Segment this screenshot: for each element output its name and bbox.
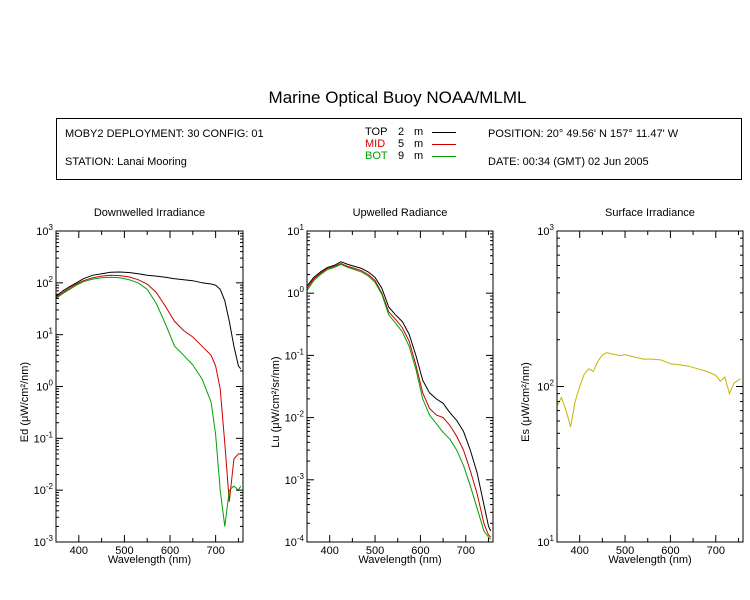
page-title: Marine Optical Buoy NOAA/MLML <box>268 88 527 107</box>
y-axis-label: Es (μW/cm²/nm) <box>520 362 532 442</box>
y-tick-label: 101 <box>36 327 53 342</box>
chart-1: Downwelled Irradiance 10-3 10-2 10-1 100 101 1… <box>19 207 244 566</box>
y-tick-label: 101 <box>537 534 554 549</box>
series-line-mid <box>306 262 492 538</box>
y-axis-label: Ed (μW/cm²/nm) <box>19 362 31 442</box>
chart-title: Upwelled Radiance <box>353 207 448 219</box>
legend-top-unit: m <box>414 126 424 138</box>
series-line-top <box>55 271 242 370</box>
y-tick-label: 10-1 <box>34 430 54 445</box>
series-line-es <box>556 352 741 428</box>
y-tick-label: 100 <box>36 379 53 394</box>
y-tick-label: 103 <box>537 223 554 238</box>
y-tick-label: 10-3 <box>34 534 54 549</box>
y-tick-label: 10-2 <box>285 410 305 425</box>
date-text: DATE: 00:34 (GMT) 02 Jun 2005 <box>488 156 649 168</box>
y-tick-label: 101 <box>287 223 304 238</box>
x-tick-label: 500 <box>115 545 133 557</box>
y-tick-label: 10-2 <box>34 482 54 497</box>
y-tick-label: 10-1 <box>285 347 305 362</box>
series-line-mid <box>55 274 241 502</box>
plot-frame <box>55 230 244 543</box>
y-axis-label: Lu (μW/cm²/sr/nm) <box>270 356 282 447</box>
y-tick-label: 10-4 <box>285 534 305 549</box>
station-text: STATION: Lanai Mooring <box>65 156 187 168</box>
info-box: MOBY2 DEPLOYMENT: 30 CONFIG: 01 STATION:… <box>56 118 742 180</box>
chart-2: Upwelled Radiance 10-4 10-3 10-2 10-1 100 101 4… <box>270 207 494 566</box>
plot-frame <box>556 230 744 543</box>
legend-bot-unit: m <box>414 150 424 162</box>
series-line-bot <box>306 263 492 540</box>
legend-top-depth: 2 <box>398 126 405 138</box>
chart-3: Surface Irradiance 101 102 103 400 500 600 700 W… <box>520 207 744 566</box>
y-tick-label: 10-3 <box>285 472 305 487</box>
y-tick-label: 103 <box>36 223 53 238</box>
legend-bot-depth: 9 <box>398 150 405 162</box>
y-tick-label: 102 <box>36 275 53 290</box>
x-tick-label: 400 <box>321 545 339 557</box>
y-tick-label: 100 <box>287 285 304 300</box>
series-line-bot <box>55 276 242 527</box>
deployment-text: MOBY2 DEPLOYMENT: 30 CONFIG: 01 <box>65 128 264 140</box>
x-tick-label: 700 <box>206 545 224 557</box>
plot-frame <box>306 230 494 543</box>
position-text: POSITION: 20° 49.56' N 157° 11.47' W <box>488 128 679 140</box>
x-tick-label: 600 <box>161 545 179 557</box>
legend-bot-line <box>432 156 456 157</box>
legend-mid-depth: 5 <box>398 138 405 150</box>
x-axis-label: Wavelength (nm) <box>108 554 191 566</box>
x-tick-label: 400 <box>70 545 88 557</box>
series-line-top <box>306 261 492 532</box>
x-tick-label: 500 <box>366 545 384 557</box>
y-tick-label: 102 <box>537 379 554 394</box>
legend-mid-line <box>432 144 456 145</box>
legend-top-line <box>432 132 456 133</box>
x-tick-label: 400 <box>571 545 589 557</box>
x-tick-label: 600 <box>661 545 679 557</box>
x-axis-label: Wavelength (nm) <box>358 554 441 566</box>
chart-title: Downwelled Irradiance <box>94 207 205 219</box>
x-tick-label: 700 <box>707 545 725 557</box>
x-axis-label: Wavelength (nm) <box>608 554 691 566</box>
legend-mid-label: MID <box>365 138 386 150</box>
legend-top-label: TOP <box>365 126 388 138</box>
x-tick-label: 700 <box>457 545 475 557</box>
chart-title: Surface Irradiance <box>605 207 695 219</box>
x-tick-label: 600 <box>411 545 429 557</box>
legend-mid-unit: m <box>414 138 424 150</box>
legend-bot-label: BOT <box>365 150 388 162</box>
x-tick-label: 500 <box>616 545 634 557</box>
